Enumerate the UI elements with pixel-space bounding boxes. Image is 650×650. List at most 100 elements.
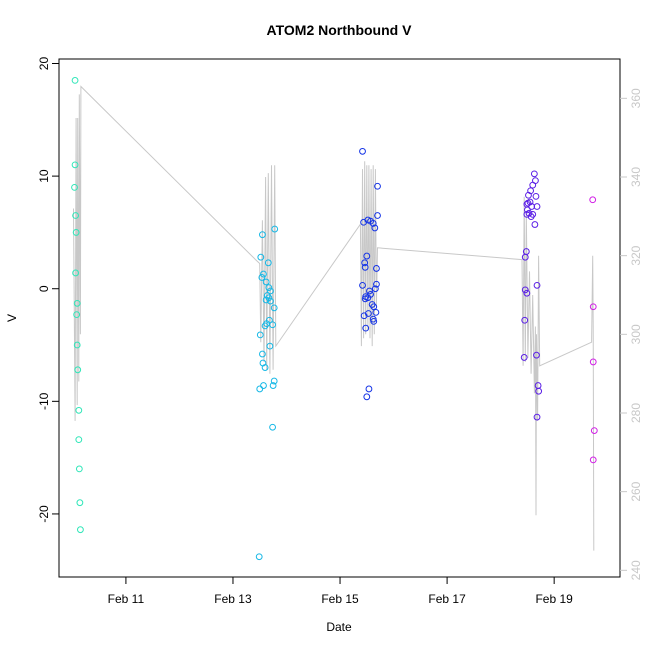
point-layer <box>71 76 598 561</box>
data-point <box>266 342 274 350</box>
data-point <box>521 253 529 261</box>
y-tick-label: 20 <box>37 57 51 71</box>
data-point <box>77 526 84 534</box>
data-point <box>72 212 79 219</box>
data-point <box>255 553 263 561</box>
data-point <box>270 377 278 385</box>
data-point <box>533 203 541 210</box>
data-point <box>525 191 532 199</box>
x-tick-label: Feb 11 <box>108 592 145 606</box>
y2-tick-label: 320 <box>629 245 643 265</box>
data-point <box>589 456 597 464</box>
data-point <box>260 270 267 278</box>
data-point <box>73 311 81 319</box>
y-axis-label: V <box>5 314 19 322</box>
data-point <box>589 303 597 311</box>
data-point <box>256 331 264 339</box>
data-point <box>265 294 273 302</box>
data-point <box>359 281 366 289</box>
data-point <box>369 220 377 227</box>
data-point <box>269 382 277 389</box>
data-point <box>262 278 270 286</box>
data-point <box>71 183 78 191</box>
data-point <box>271 225 279 233</box>
data-point <box>373 265 380 272</box>
data-point <box>267 297 274 305</box>
data-point <box>71 76 79 84</box>
data-point <box>75 436 83 444</box>
data-point <box>257 253 265 261</box>
y-tick-label: -20 <box>37 505 51 523</box>
data-point <box>73 341 81 349</box>
data-point <box>258 274 266 281</box>
y-tick-label: 0 <box>37 285 51 292</box>
data-point <box>529 181 537 189</box>
line-layer <box>73 85 595 551</box>
data-point <box>261 322 269 330</box>
data-point <box>265 284 273 291</box>
data-point <box>520 354 528 361</box>
x-tick-label: Feb 17 <box>428 592 466 606</box>
data-point <box>363 252 371 260</box>
axis-layer: Feb 11 Feb 13 Feb 15 Feb 17 Feb 19 -20 -10 0 10 2… <box>37 57 643 606</box>
data-point <box>264 259 272 267</box>
data-point <box>256 385 264 393</box>
data-point <box>365 385 373 393</box>
data-point <box>374 212 381 219</box>
x-tick-label: Feb 19 <box>535 592 573 606</box>
data-point <box>535 387 543 395</box>
data-point <box>371 224 379 232</box>
x-axis-label: Date <box>326 620 352 634</box>
data-point <box>267 287 274 295</box>
data-point <box>533 281 541 289</box>
y2-tick-label: 240 <box>629 560 643 580</box>
data-point <box>373 280 380 288</box>
data-point <box>72 229 80 236</box>
data-point <box>269 423 276 431</box>
data-point <box>361 263 369 271</box>
data-point <box>524 199 532 207</box>
data-point <box>361 259 369 267</box>
y2-tick-label: 280 <box>629 403 643 423</box>
y2-tick-label: 300 <box>629 324 643 344</box>
data-point <box>371 285 379 293</box>
data-point <box>533 413 541 421</box>
data-point <box>533 351 540 359</box>
y-tick-label: 10 <box>37 169 51 183</box>
data-point <box>75 465 83 473</box>
data-point <box>523 289 531 297</box>
data-point <box>360 312 368 320</box>
y2-tick-label: 260 <box>629 481 643 501</box>
data-point <box>71 161 79 169</box>
data-point <box>532 192 540 200</box>
y2-tick-label: 360 <box>629 88 643 108</box>
data-point <box>530 170 538 178</box>
data-point <box>521 286 529 294</box>
data-point <box>589 196 597 204</box>
data-point <box>76 499 84 507</box>
data-point <box>259 231 266 239</box>
data-point <box>366 287 373 295</box>
data-point <box>372 308 380 316</box>
series-line <box>73 85 595 551</box>
data-point <box>523 206 531 214</box>
data-point <box>270 304 278 312</box>
data-point <box>590 427 598 435</box>
data-point <box>73 299 81 307</box>
data-point <box>527 213 535 221</box>
data-point <box>359 147 366 155</box>
data-point <box>363 393 371 401</box>
data-point <box>361 295 369 303</box>
y2-tick-label: 340 <box>629 167 643 187</box>
y-tick-label: -10 <box>37 392 51 410</box>
data-point <box>259 350 266 358</box>
data-point <box>74 366 82 374</box>
x-tick-label: Feb 13 <box>214 592 252 606</box>
data-point <box>261 364 269 371</box>
data-point <box>370 317 378 325</box>
data-point <box>75 406 83 414</box>
data-point <box>589 358 597 366</box>
plot-frame <box>58 58 621 578</box>
